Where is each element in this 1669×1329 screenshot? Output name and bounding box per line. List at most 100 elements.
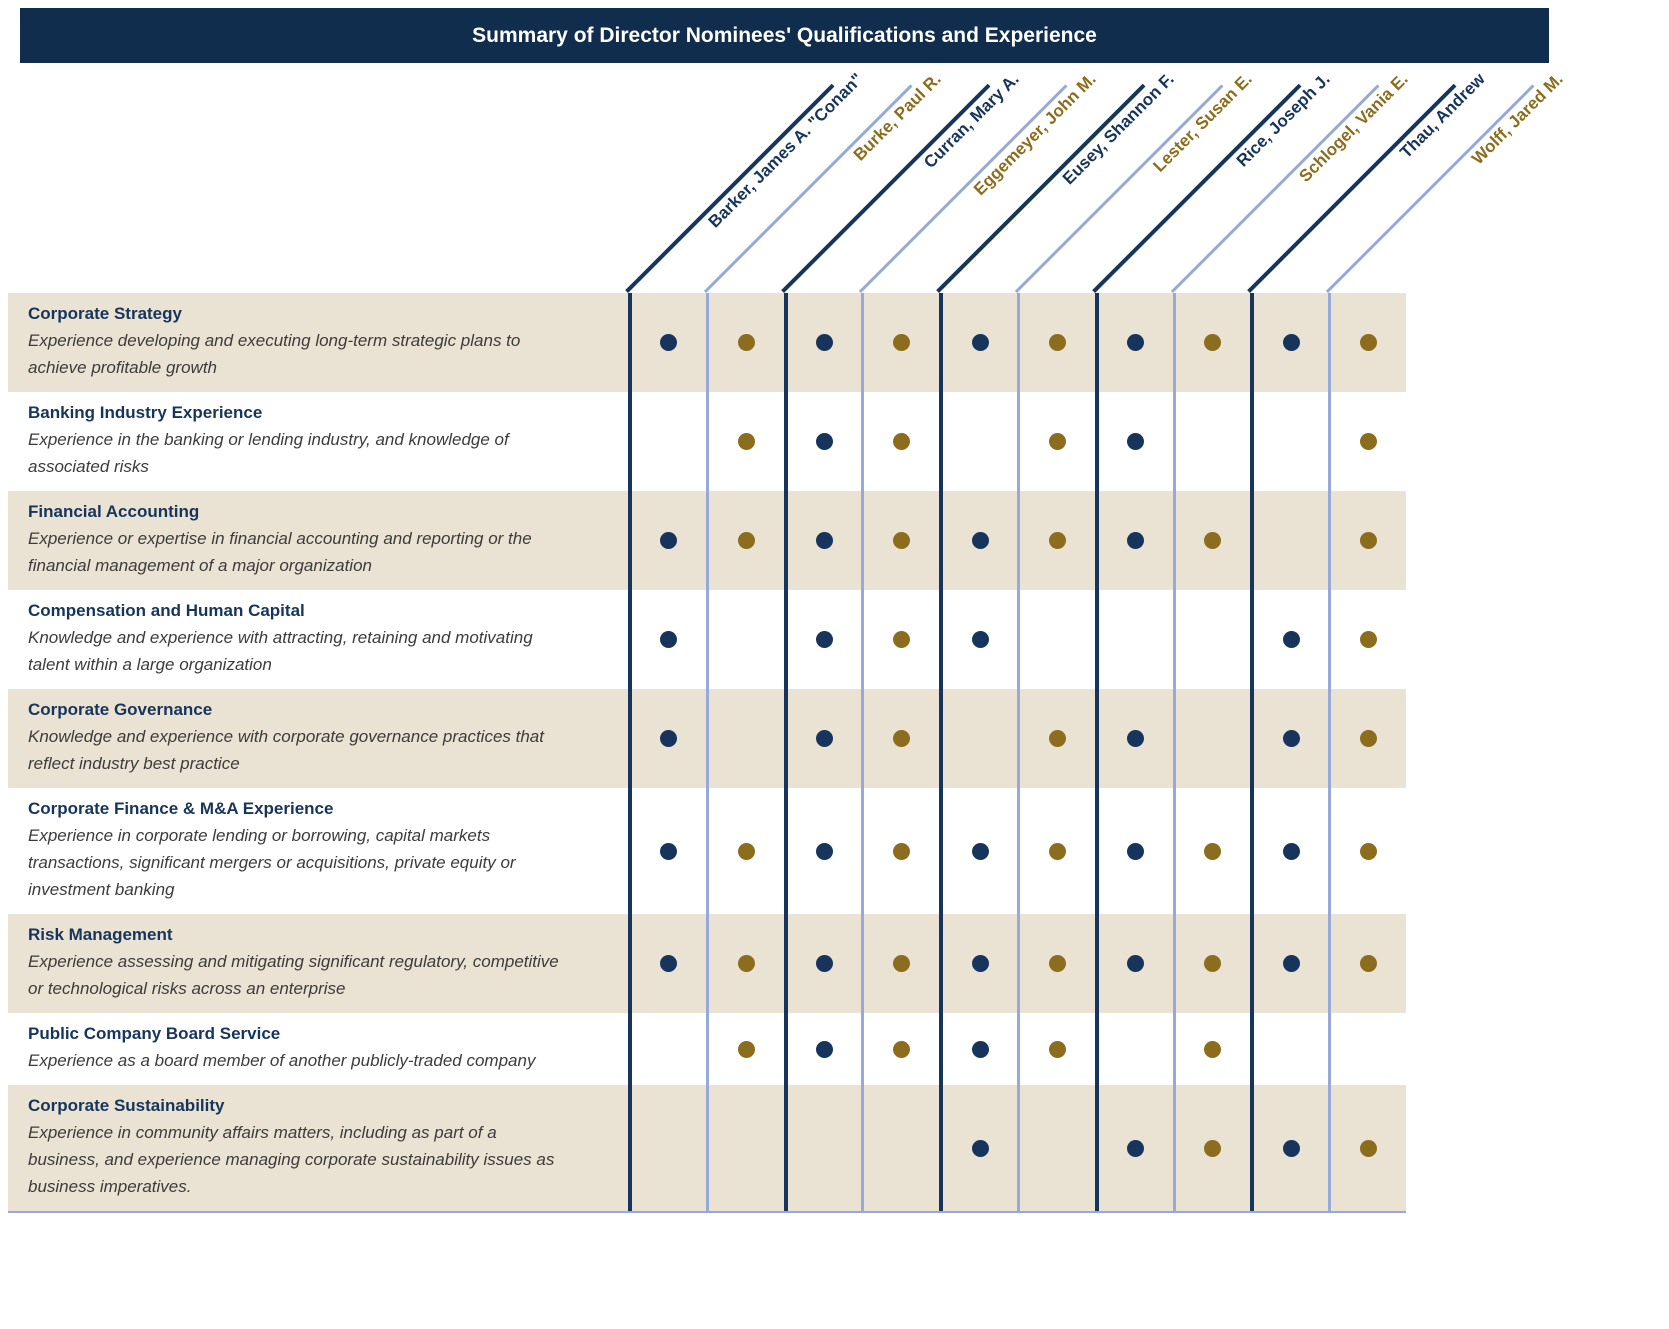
qualification-label-cell: Financial Accounting Experience or expert… bbox=[8, 491, 628, 590]
qualification-title: Banking Industry Experience bbox=[28, 403, 263, 422]
qualification-dot bbox=[815, 433, 833, 450]
qualification-dot bbox=[971, 955, 989, 972]
qualification-dot bbox=[1204, 532, 1222, 549]
qualification-row: Corporate Finance & M&A Experience Experi… bbox=[8, 788, 1406, 914]
qualification-row: Corporate Sustainability Experience in co… bbox=[8, 1085, 1406, 1211]
qualification-dot bbox=[737, 532, 755, 549]
qualification-description: Knowledge and experience with corporate … bbox=[28, 727, 544, 773]
qualification-dot bbox=[1282, 334, 1300, 351]
matrix-cell bbox=[1328, 1085, 1406, 1211]
nominee-header: Barker, James A. "Conan" Burke, Paul R. Cu… bbox=[0, 63, 1669, 293]
matrix-cell bbox=[628, 1013, 706, 1085]
matrix-cell bbox=[783, 689, 862, 788]
qualification-dot bbox=[893, 631, 911, 648]
qualification-dot bbox=[1127, 433, 1145, 450]
qualification-row: Corporate Strategy Experience developing … bbox=[8, 293, 1406, 392]
matrix-cell bbox=[783, 590, 862, 689]
qualification-dot bbox=[737, 842, 755, 860]
qualification-title: Corporate Sustainability bbox=[28, 1096, 225, 1115]
qualification-dot bbox=[1127, 842, 1145, 860]
qualification-dot bbox=[815, 334, 833, 351]
qualification-dot bbox=[737, 1040, 755, 1058]
qualification-dot bbox=[893, 334, 911, 351]
qualification-description: Experience in community affairs matters,… bbox=[28, 1123, 555, 1196]
qualification-dot bbox=[660, 842, 678, 860]
matrix-cell bbox=[705, 1085, 784, 1211]
matrix-cell bbox=[939, 689, 1017, 788]
matrix-cell bbox=[783, 1085, 862, 1211]
qualification-dot bbox=[660, 631, 678, 648]
qualification-dot bbox=[1282, 842, 1300, 860]
matrix-cell bbox=[705, 689, 784, 788]
matrix-cell bbox=[1094, 788, 1173, 914]
qualification-dot bbox=[737, 334, 755, 351]
matrix-cell bbox=[1250, 689, 1328, 788]
matrix-cell bbox=[1016, 1013, 1095, 1085]
matrix-cell bbox=[1250, 1085, 1328, 1211]
qualification-dot bbox=[893, 955, 911, 972]
matrix-cell bbox=[1016, 392, 1095, 491]
qualification-label-cell: Corporate Finance & M&A Experience Experi… bbox=[8, 788, 628, 914]
qualification-dot bbox=[893, 1040, 911, 1058]
matrix-cell bbox=[1016, 689, 1095, 788]
matrix-cell bbox=[1172, 689, 1251, 788]
qualification-dot bbox=[815, 631, 833, 648]
matrix-cell bbox=[1172, 590, 1251, 689]
matrix-cell bbox=[1328, 1013, 1406, 1085]
qualification-dot bbox=[815, 955, 833, 972]
qualification-dot bbox=[1360, 631, 1378, 648]
qualification-description: Experience in corporate lending or borro… bbox=[28, 826, 516, 899]
matrix-cell bbox=[1172, 293, 1251, 392]
matrix-cell bbox=[628, 491, 706, 590]
matrix-cell bbox=[1328, 914, 1406, 1013]
matrix-cell bbox=[628, 914, 706, 1013]
qualification-dot bbox=[815, 1040, 833, 1058]
qualification-dot bbox=[815, 730, 833, 747]
qualification-title: Corporate Governance bbox=[28, 700, 213, 719]
matrix-cell bbox=[861, 590, 939, 689]
qualification-label-cell: Public Company Board Service Experience a… bbox=[8, 1013, 628, 1085]
qualification-dot bbox=[660, 730, 678, 747]
matrix-cell bbox=[861, 293, 939, 392]
matrix-cell bbox=[939, 914, 1017, 1013]
qualification-dot bbox=[1282, 730, 1300, 747]
matrix-cell bbox=[939, 293, 1017, 392]
qualification-row: Financial Accounting Experience or expert… bbox=[8, 491, 1406, 590]
matrix-cell bbox=[1250, 293, 1328, 392]
qualification-description: Experience or expertise in financial acc… bbox=[28, 529, 532, 575]
qualification-title: Corporate Finance & M&A Experience bbox=[28, 799, 334, 818]
qualification-dot bbox=[971, 842, 989, 860]
qualification-dot bbox=[971, 1139, 989, 1157]
matrix-cell bbox=[1328, 689, 1406, 788]
matrix-cell bbox=[783, 293, 862, 392]
matrix-cell bbox=[1250, 1013, 1328, 1085]
matrix-cell bbox=[861, 689, 939, 788]
matrix-cell bbox=[1016, 590, 1095, 689]
qualification-dot bbox=[971, 334, 989, 351]
qualification-row: Risk Management Experience assessing and … bbox=[8, 914, 1406, 1013]
qualification-dot bbox=[660, 334, 678, 351]
matrix-cell bbox=[1094, 392, 1173, 491]
qualification-title: Compensation and Human Capital bbox=[28, 601, 305, 620]
matrix-cell bbox=[939, 491, 1017, 590]
matrix-cell bbox=[939, 788, 1017, 914]
qualification-dot bbox=[893, 433, 911, 450]
qualification-dot bbox=[1048, 955, 1066, 972]
matrix-cell bbox=[705, 392, 784, 491]
matrix-cell bbox=[705, 1013, 784, 1085]
qualification-dot bbox=[1204, 1040, 1222, 1058]
qualification-row: Corporate Governance Knowledge and experi… bbox=[8, 689, 1406, 788]
matrix-cell bbox=[939, 392, 1017, 491]
qualification-dot bbox=[971, 1040, 989, 1058]
matrix-cell bbox=[1250, 392, 1328, 491]
qualification-description: Experience developing and executing long… bbox=[28, 331, 521, 377]
table-title: Summary of Director Nominees' Qualificat… bbox=[472, 23, 1097, 47]
matrix-cell bbox=[1250, 914, 1328, 1013]
matrix-cell bbox=[705, 590, 784, 689]
matrix-cell bbox=[628, 788, 706, 914]
matrix-cell bbox=[1094, 914, 1173, 1013]
matrix-cell bbox=[1250, 590, 1328, 689]
matrix-cell bbox=[1172, 392, 1251, 491]
qualification-dot bbox=[1048, 532, 1066, 549]
